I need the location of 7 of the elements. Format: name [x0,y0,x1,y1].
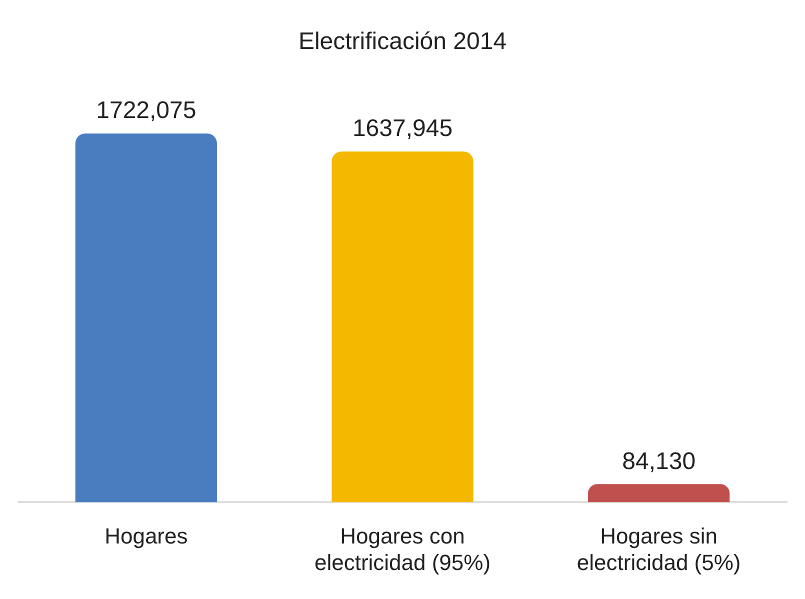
x-tick-label: Hogares con electricidad (95%) [314,523,491,575]
x-tick-label: Hogares [104,523,188,548]
data-label: 1722,075 [96,97,196,124]
data-label: 84,130 [622,448,696,475]
x-tick-label: Hogares sin electricidad (5%) [576,523,741,575]
data-label: 1637,945 [352,115,453,142]
chart-title: Electrificación 2014 [298,28,507,56]
